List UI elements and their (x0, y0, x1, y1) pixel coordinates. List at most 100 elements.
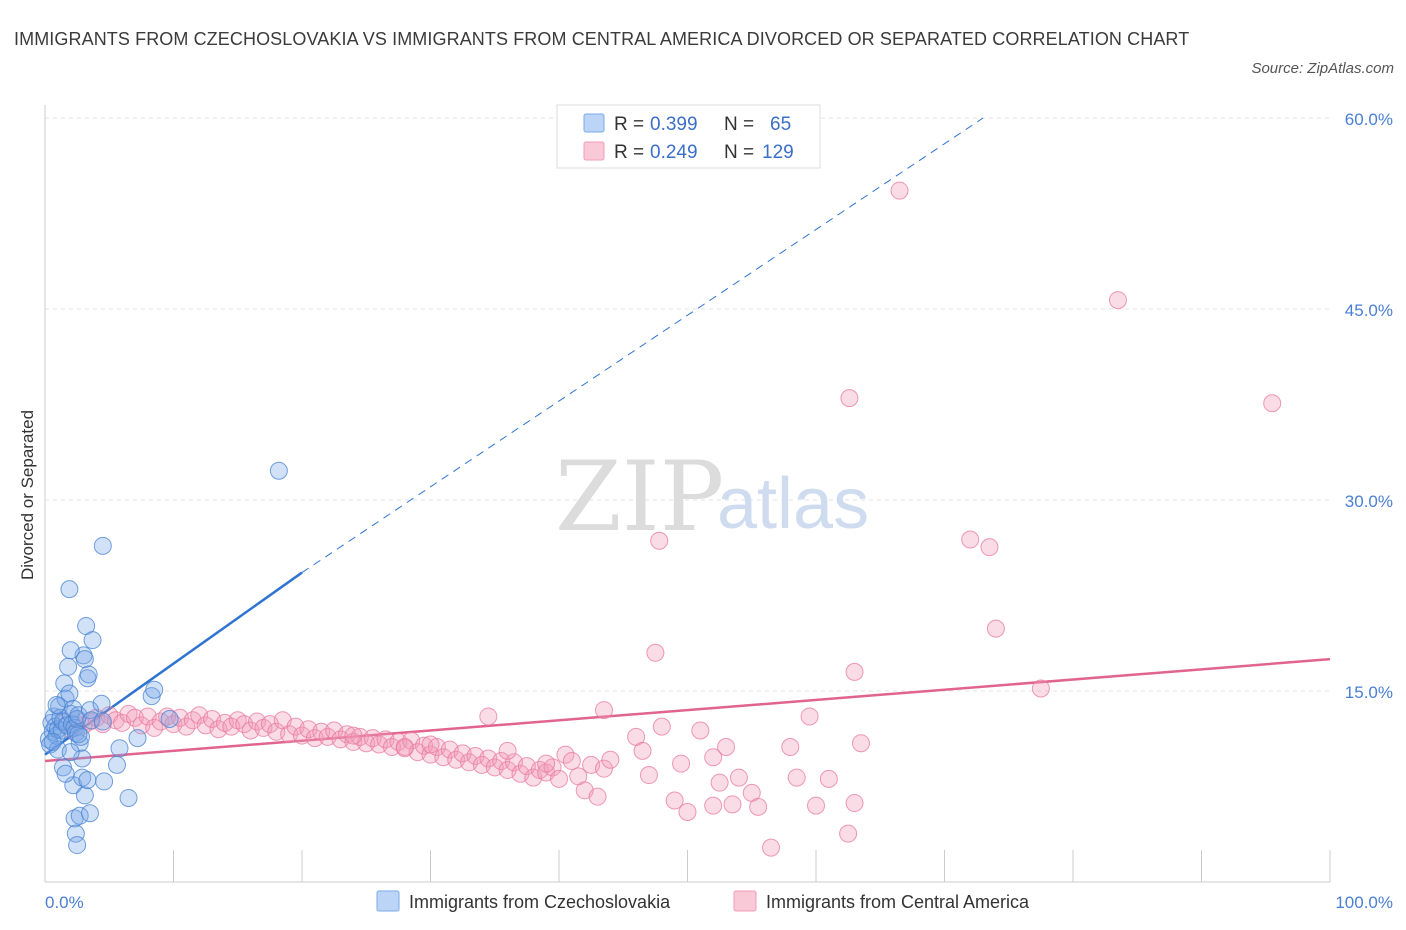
chart-title: IMMIGRANTS FROM CZECHOSLOVAKIA VS IMMIGR… (14, 29, 1190, 49)
x-tick-label-0: 0.0% (45, 893, 84, 912)
point-czechoslovakia-43 (80, 804, 99, 823)
point-czechoslovakia-16 (60, 684, 79, 703)
point-central-america-35 (280, 725, 299, 744)
point-central-america-106 (762, 838, 781, 857)
point-central-america-105 (749, 797, 768, 816)
point-czechoslovakia-63 (69, 725, 88, 744)
watermark-zip: ZIP (555, 441, 724, 553)
y-tick-label-30: 30.0% (1345, 492, 1393, 511)
point-central-america-97 (678, 802, 697, 821)
point-central-america-117 (890, 181, 909, 200)
point-czechoslovakia-64 (78, 771, 97, 790)
point-central-america-68 (492, 752, 511, 771)
point-central-america-110 (807, 796, 825, 815)
point-czechoslovakia-54 (160, 710, 179, 729)
point-czechoslovakia-61 (56, 764, 75, 783)
point-central-america-14 (145, 718, 164, 737)
point-central-america-124 (845, 662, 864, 681)
trend-lines (44, 117, 1331, 763)
point-czechoslovakia-47 (95, 772, 114, 791)
point-central-america-100 (710, 773, 729, 792)
x-tick-label-100: 100.0% (1335, 893, 1393, 912)
legend-swatch-blue (583, 113, 605, 133)
point-czechoslovakia-25 (71, 727, 90, 746)
y-tick-label-60: 60.0% (1345, 110, 1393, 129)
point-central-america-11 (125, 708, 144, 727)
point-central-america-56 (415, 736, 434, 755)
point-czechoslovakia-48 (107, 755, 126, 774)
point-czechoslovakia-34 (60, 580, 79, 599)
point-central-america-87 (421, 735, 440, 754)
chart-source: Source: ZipAtlas.com (1251, 60, 1394, 77)
point-central-america-91 (633, 741, 652, 760)
point-central-america-116 (840, 389, 859, 408)
point-central-america-109 (800, 707, 819, 726)
point-czechoslovakia-59 (47, 696, 66, 715)
point-central-america-126 (537, 754, 556, 773)
legend: R = 0.399 N = 65 R = 0.249 N = 129 (556, 104, 821, 169)
point-czechoslovakia-40 (70, 806, 89, 825)
point-central-america-46 (350, 727, 369, 746)
point-czechoslovakia-42 (75, 786, 94, 805)
point-czechoslovakia-51 (128, 729, 147, 748)
point-czechoslovakia-35 (61, 641, 80, 660)
point-central-america-89 (594, 701, 613, 720)
y-axis-label: Divorced or Separated (18, 410, 37, 580)
point-central-america-98 (691, 721, 710, 740)
point-central-america-48 (363, 729, 382, 748)
point-central-america-102 (723, 795, 742, 814)
point-central-america-113 (845, 794, 864, 813)
point-central-america-94 (652, 717, 671, 736)
point-central-america-107 (781, 738, 800, 757)
point-czechoslovakia-33 (82, 711, 101, 730)
legend-n-label-2: N = (724, 142, 754, 163)
point-central-america-127 (601, 750, 620, 769)
legend-r-label-1: R = (614, 114, 644, 135)
trend-line-czechoslovakia (44, 571, 303, 756)
point-czechoslovakia-62 (61, 743, 80, 762)
point-central-america-96 (672, 754, 691, 773)
axes (44, 105, 1331, 883)
point-czechoslovakia-44 (83, 631, 102, 650)
series-czechoslovakia-points (39, 461, 288, 855)
point-central-america-101 (717, 738, 736, 757)
trend-line-czechoslovakia-extension (301, 117, 984, 573)
point-czechoslovakia-53 (145, 680, 164, 699)
point-czechoslovakia-56 (93, 536, 112, 555)
point-central-america-108 (787, 768, 806, 787)
point-central-america-119 (980, 538, 999, 557)
point-czechoslovakia-31 (79, 665, 98, 684)
point-czechoslovakia-55 (269, 461, 288, 480)
point-central-america-120 (986, 619, 1005, 638)
point-central-america-95 (665, 791, 684, 810)
point-central-america-85 (344, 726, 363, 745)
legend-n-value-1: 65 (770, 114, 791, 135)
point-central-america-83 (588, 787, 607, 806)
point-czechoslovakia-38 (66, 824, 85, 843)
point-czechoslovakia-39 (68, 836, 87, 855)
point-central-america-114 (851, 734, 870, 753)
bottom-legend-label-1: Immigrants from Czechoslovakia (409, 892, 671, 912)
point-czechoslovakia-58 (43, 732, 62, 751)
legend-swatch-pink (583, 141, 605, 161)
y-tick-label-15: 15.0% (1345, 683, 1393, 702)
point-central-america-103 (729, 768, 748, 787)
point-czechoslovakia-46 (93, 712, 112, 731)
point-central-america-86 (395, 738, 414, 757)
point-central-america-16 (158, 707, 177, 726)
point-czechoslovakia-50 (119, 788, 138, 807)
legend-n-value-2: 129 (762, 142, 794, 163)
point-central-america-88 (479, 707, 498, 726)
legend-r-label-2: R = (614, 142, 644, 163)
bottom-legend-swatch-blue (376, 890, 400, 912)
point-central-america-112 (839, 824, 858, 843)
point-central-america-19 (177, 717, 196, 736)
point-czechoslovakia-41 (73, 768, 92, 787)
point-central-america-77 (550, 769, 568, 788)
point-central-america-79 (562, 752, 581, 771)
y-tick-label-45: 45.0% (1345, 301, 1393, 320)
point-czechoslovakia-49 (110, 739, 129, 758)
point-central-america-118 (961, 530, 980, 549)
point-central-america-115 (650, 531, 669, 550)
